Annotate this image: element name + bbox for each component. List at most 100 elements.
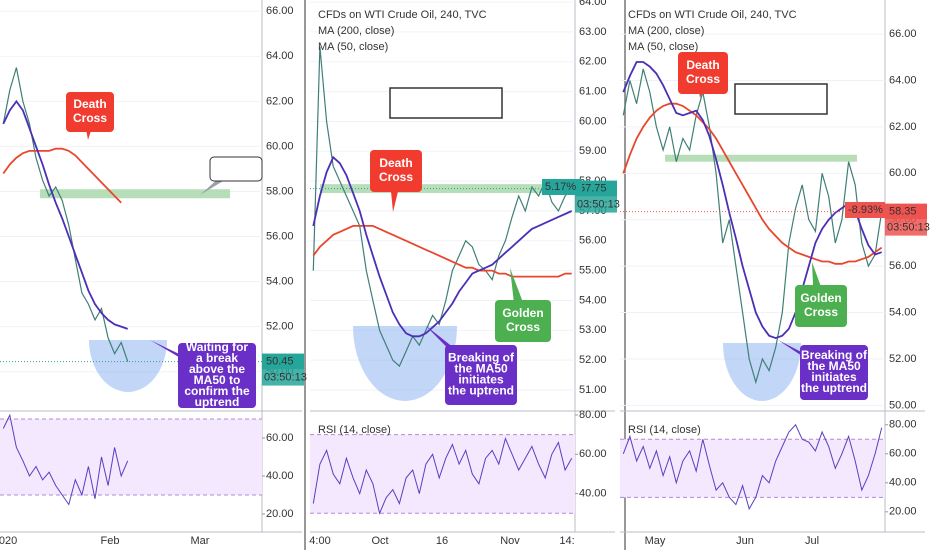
y-tick-label: 61.00 — [579, 86, 607, 98]
rsi-line — [622, 423, 883, 511]
y-tick-label: 64.00 — [266, 50, 294, 62]
legend-text: MA (50, close) — [318, 41, 388, 53]
y-tick-label: 63.00 — [579, 26, 607, 38]
legend-text: MA (200, close) — [318, 25, 394, 37]
price-tag — [262, 353, 304, 370]
rsi-tick-label: 20.00 — [889, 506, 917, 518]
y-tick-label: 53.00 — [579, 324, 607, 336]
x-tick-label: 16 — [436, 535, 448, 547]
y-tick-label: 52.00 — [889, 353, 917, 365]
countdown-tag — [575, 196, 617, 213]
x-tick-label: Jul — [805, 535, 819, 547]
x-tick-label: Feb — [101, 535, 120, 547]
x-tick-label: Nov — [500, 535, 520, 547]
y-tick-label: 51.00 — [579, 384, 607, 396]
x-tick-label: May — [645, 535, 666, 547]
y-tick-label: 56.00 — [889, 260, 917, 272]
support-zone — [665, 154, 857, 162]
y-tick-label: 56.00 — [579, 235, 607, 247]
callout-text: Waiting for a break above the MA50 to confir… — [184, 340, 250, 409]
series-line — [312, 225, 572, 278]
price-tag — [885, 203, 927, 220]
price-tag-label: 58.35 — [889, 206, 917, 218]
callout-box — [678, 52, 728, 94]
rsi-label: RSI (14, close) — [318, 424, 391, 436]
legend-text: CFDs on WTI Crude Oil, 240, TVC — [318, 9, 487, 21]
countdown-label: 03:50:13 — [577, 198, 620, 210]
callout-box — [66, 92, 114, 132]
y-tick-label: 66.00 — [266, 5, 294, 17]
y-tick-label: 55.00 — [579, 265, 607, 277]
y-tick-label: 59.00 — [579, 145, 607, 157]
legend-text: MA (50, close) — [628, 41, 698, 53]
callout-box — [495, 300, 551, 342]
rsi-band — [620, 439, 885, 498]
callout-box — [800, 345, 868, 400]
x-tick-label: Oct — [371, 535, 388, 547]
y-tick-label: 62.00 — [579, 56, 607, 68]
bowl-shape — [89, 340, 167, 392]
callout-text: Death Cross — [379, 156, 413, 184]
y-tick-label: 52.00 — [266, 321, 294, 333]
rsi-line — [2, 413, 129, 506]
callout-text: Death Cross — [73, 97, 107, 125]
change-tag — [542, 179, 582, 195]
price-tag — [575, 180, 617, 197]
rsi-tick-label: 60.00 — [889, 448, 917, 460]
rsi-tick-label: 80.00 — [579, 409, 607, 421]
bowl-shape — [723, 343, 801, 401]
callout-box — [209, 156, 263, 182]
rsi-tick-label: 40.00 — [889, 477, 917, 489]
bowl-shape — [353, 326, 457, 401]
callout-text: 58.00 — [221, 161, 251, 175]
series-line — [622, 61, 882, 340]
change-tag — [845, 202, 885, 218]
x-tick-label: Mar — [191, 535, 210, 547]
callout-text: Golden Cross — [502, 306, 543, 334]
price-tag-label: 50.45 — [266, 355, 294, 367]
series-line — [2, 147, 122, 204]
x-tick-label: 4:00 — [309, 535, 330, 547]
series-line — [312, 46, 573, 368]
x-tick-label: Jun — [736, 535, 754, 547]
callout-text: Breaking of the MA50 initiates the uptrend — [448, 351, 515, 398]
y-tick-label: 54.00 — [266, 275, 294, 287]
label-box-text: June 2019 — [752, 91, 810, 105]
rsi-line — [312, 437, 573, 515]
countdown-tag — [885, 219, 927, 236]
y-tick-label: 62.00 — [889, 121, 917, 133]
series-line — [622, 102, 883, 265]
price-tag-label: 57.75 — [579, 182, 607, 194]
y-tick-label: 56.00 — [266, 230, 294, 242]
y-tick-label: 60.00 — [266, 140, 294, 152]
change-label: 5.17% — [545, 181, 576, 193]
callout-box — [389, 87, 503, 119]
x-tick-label: 14: — [559, 535, 574, 547]
callout-text: Golden Cross — [800, 291, 841, 319]
callout-box — [734, 83, 828, 115]
rsi-band — [310, 434, 575, 514]
y-tick-label: 52.00 — [579, 354, 607, 366]
y-tick-label: 50.00 — [889, 399, 917, 411]
rsi-tick-label: 80.00 — [889, 419, 917, 431]
callout-box — [178, 343, 256, 408]
callout-box — [445, 345, 517, 405]
callout-box — [795, 285, 847, 327]
change-label: -8.93% — [848, 204, 883, 216]
legend-text: MA (200, close) — [628, 25, 704, 37]
rsi-tick-label: 20.00 — [266, 508, 294, 520]
countdown-label: 03:50:13 — [264, 371, 307, 383]
series-line — [312, 155, 573, 338]
legend-text: CFDs on WTI Crude Oil, 240, TVC — [628, 9, 797, 21]
label-box-text: October 2019 — [408, 95, 484, 109]
y-tick-label: 54.00 — [579, 294, 607, 306]
callout-text: Breaking of the MA50 initiates the uptrend — [801, 348, 868, 395]
support-zone — [40, 189, 230, 199]
y-tick-label: 62.00 — [266, 95, 294, 107]
y-tick-label: 64.00 — [579, 0, 607, 8]
rsi-tick-label: 40.00 — [266, 470, 294, 482]
y-tick-label: 60.00 — [579, 115, 607, 127]
countdown-label: 03:50:13 — [887, 222, 930, 234]
callout-box — [370, 150, 422, 192]
